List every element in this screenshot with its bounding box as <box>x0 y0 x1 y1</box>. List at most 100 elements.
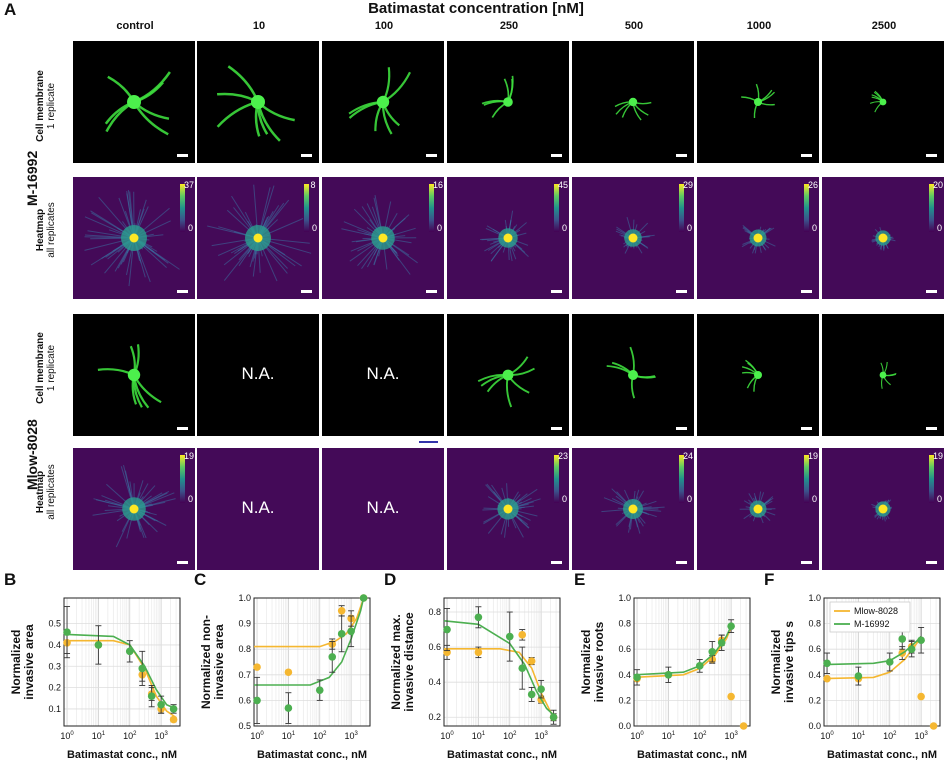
divider-mark <box>419 441 438 443</box>
y-tick-label: 0.8 <box>618 619 631 629</box>
data-point <box>907 645 916 653</box>
y-tick-label: 0.2 <box>618 695 631 705</box>
colorbar-min: 0 <box>936 494 942 504</box>
data-point <box>138 664 147 673</box>
data-point <box>823 659 831 668</box>
colorbar-max: 19 <box>808 451 819 461</box>
panel-letter-e: E <box>574 570 586 589</box>
data-point <box>147 692 156 700</box>
y-tick-label: 1.0 <box>808 593 821 603</box>
membrane-tile <box>697 41 819 163</box>
x-tick-label: 100 <box>630 731 644 741</box>
heatmap-image <box>871 499 893 522</box>
plot-frame <box>63 597 181 727</box>
y-axis-label: Normalizedinvasive roots <box>579 621 606 702</box>
membrane-tile <box>447 41 569 163</box>
column-label: 2500 <box>871 20 897 32</box>
data-point <box>315 686 324 694</box>
x-tick-label: 102 <box>313 731 327 741</box>
scale-bar <box>926 154 937 157</box>
data-point <box>505 632 514 641</box>
data-point <box>169 715 178 724</box>
colorbar-max: 37 <box>184 180 195 190</box>
membrane-image <box>869 90 887 113</box>
scale-bar <box>676 427 687 430</box>
scale-bar <box>426 290 437 293</box>
colorbar-min: 0 <box>686 223 692 233</box>
colorbar-min: 0 <box>311 223 317 233</box>
colorbar-min: 0 <box>561 223 567 233</box>
chart-b: 0.1 0.2 0.3 0.4 0.5 100 101 102 103 Batimastat co… <box>9 597 181 761</box>
colorbar-max: 19 <box>184 451 195 461</box>
chart-d: 0.2 0.4 0.6 0.8 100 101 102 103 Batimastat conc.… <box>389 597 561 761</box>
na-label: N.A. <box>366 498 400 517</box>
membrane-tile <box>822 41 944 163</box>
figure-title: Batimastat concentration [nM] <box>368 0 584 17</box>
scale-bar <box>926 427 937 430</box>
x-tick-label: 100 <box>440 731 454 741</box>
heatmap-tile: 26 0 <box>697 177 819 299</box>
membrane-image <box>741 83 776 119</box>
colorbar-max: 26 <box>808 180 819 190</box>
fit-line <box>254 597 365 648</box>
y-tick-label: 1.0 <box>618 593 631 603</box>
colorbar-max: 19 <box>933 451 944 461</box>
membrane-tile <box>822 314 944 436</box>
chart-c: 0.5 0.6 0.7 0.8 0.9 1.0 100 101 102 103 Batimastat… <box>199 593 371 761</box>
scale-bar <box>676 154 687 157</box>
data-point <box>537 685 545 693</box>
y-tick-label: 0.6 <box>618 644 631 654</box>
data-point <box>337 630 346 638</box>
heatmap-image <box>480 210 529 262</box>
heatmap-tile: 23 0 <box>447 448 569 570</box>
membrane-image <box>606 346 656 399</box>
x-tick-label: 103 <box>724 731 738 741</box>
heatmap-tile: N.A. <box>322 448 444 570</box>
data-point <box>727 692 735 701</box>
heatmap-tile: N.A. <box>197 448 319 570</box>
row-label-heatmap-2: Heatmap all replicates <box>35 464 57 520</box>
column-label: 100 <box>374 20 394 32</box>
colorbar <box>804 184 809 232</box>
membrane-tile: N.A. <box>197 314 319 436</box>
fit-line <box>823 635 922 666</box>
colorbar-max: 20 <box>933 180 944 190</box>
y-tick-label: 0.1 <box>48 704 61 714</box>
x-tick-label: 100 <box>820 731 834 741</box>
membrane-image <box>477 356 535 408</box>
colorbar-min: 0 <box>561 494 567 504</box>
data-point <box>823 674 831 683</box>
colorbar-min: 0 <box>187 223 193 233</box>
scale-bar <box>801 290 812 293</box>
fit-line <box>823 635 922 680</box>
scale-bar <box>551 290 562 293</box>
data-point <box>898 635 907 643</box>
y-tick-label: 0.4 <box>48 640 61 650</box>
plot-frame <box>253 597 371 727</box>
column-label: 250 <box>499 20 519 32</box>
y-tick-label: 1.0 <box>238 593 251 603</box>
colorbar <box>180 455 185 503</box>
heatmap-tile: 19 0 <box>697 448 819 570</box>
heatmap-image <box>482 483 541 538</box>
data-point <box>885 658 894 666</box>
scale-bar <box>926 561 937 564</box>
colorbar <box>679 455 684 503</box>
heatmap-tile: 19 0 <box>822 448 944 570</box>
y-tick-label: 0.8 <box>428 607 441 617</box>
x-axis-label: Batimastat conc., nM <box>257 749 367 761</box>
na-label: N.A. <box>241 498 275 517</box>
na-label: N.A. <box>241 364 275 383</box>
plot-frame <box>443 597 561 727</box>
colorbar-max: 23 <box>558 451 569 461</box>
x-tick-label: 103 <box>154 731 168 741</box>
data-point <box>917 636 925 645</box>
data-point <box>284 704 293 712</box>
data-point <box>854 672 863 680</box>
heatmap-tile: 24 0 <box>572 448 694 570</box>
data-point <box>359 594 368 602</box>
scale-bar <box>426 154 437 157</box>
x-tick-label: 102 <box>123 731 137 741</box>
membrane-tile <box>322 41 444 163</box>
y-axis-label: Normalizedinvasive tips s <box>769 621 796 703</box>
